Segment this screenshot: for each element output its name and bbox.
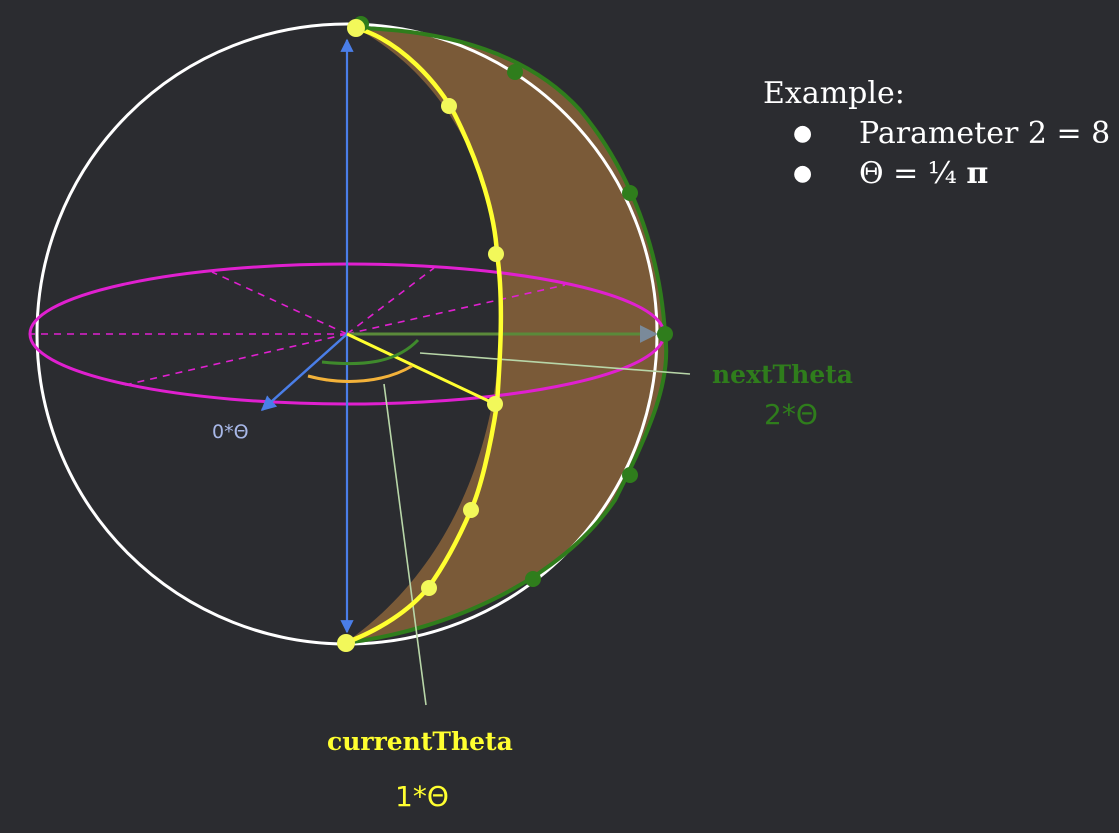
- current-theta-value-label: 1*Θ: [395, 780, 449, 813]
- legend-item-label: Parameter 2 = 8: [859, 116, 1111, 151]
- bullet-icon: ●: [793, 161, 813, 186]
- current-angle-arc: [307, 364, 413, 383]
- current-pointer-line: [383, 383, 427, 706]
- legend-title: Example:: [763, 76, 905, 111]
- next-theta-name-label: nextTheta: [712, 360, 853, 389]
- current-theta-name-label: currentTheta: [327, 727, 513, 756]
- zero-theta-label: 0*Θ: [212, 421, 249, 443]
- next-angle-arc: [321, 338, 420, 366]
- pi-symbol: π: [966, 156, 989, 191]
- legend-item-parameter: ● Parameter 2 = 8: [763, 114, 1110, 154]
- bullet-icon: ●: [793, 121, 813, 146]
- next-theta-value-label: 2*Θ: [764, 398, 818, 431]
- current-meridian-points: [337, 19, 504, 652]
- legend-item-label: Θ = ¼ π: [859, 154, 988, 194]
- equator-spokes: [30, 267, 566, 386]
- next-pointer-line: [419, 352, 691, 375]
- legend-item-theta: ● Θ = ¼ π: [763, 154, 988, 194]
- zero-direction-arrow: [260, 333, 348, 411]
- theta-expression: Θ = ¼: [859, 156, 967, 191]
- example-legend: Example: ● Parameter 2 = 8 ● Θ = ¼ π: [763, 74, 1110, 194]
- current-direction-line: [346, 332, 496, 406]
